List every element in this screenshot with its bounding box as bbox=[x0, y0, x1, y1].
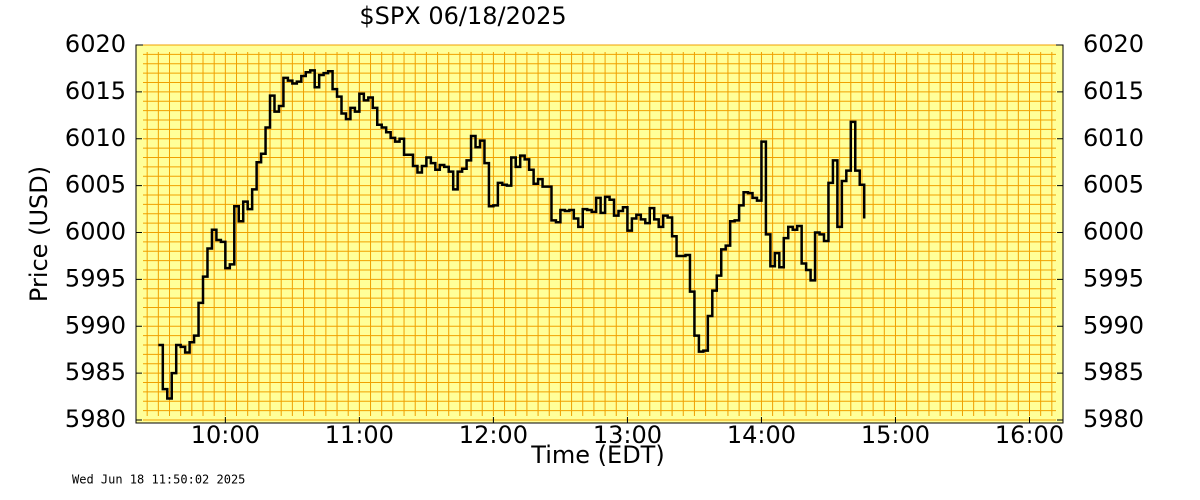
y2-tick-label: 5980 bbox=[1083, 405, 1144, 433]
y2-tick-label: 6020 bbox=[1083, 30, 1144, 58]
y-tick-label: 6020 bbox=[65, 30, 126, 58]
price-line bbox=[158, 69, 866, 400]
y2-tick-label: 6015 bbox=[1083, 77, 1144, 105]
y-tick-label: 6000 bbox=[65, 218, 126, 246]
y2-tick-label: 5995 bbox=[1083, 264, 1144, 292]
chart-title: $SPX 06/18/2025 bbox=[359, 2, 566, 30]
plot-background bbox=[135, 44, 1064, 424]
x-tick-label: 10:00 bbox=[191, 421, 260, 449]
x-tick-label: 13:00 bbox=[593, 421, 662, 449]
x-tick-label: 15:00 bbox=[861, 421, 930, 449]
x-tick-label: 16:00 bbox=[995, 421, 1064, 449]
y-tick-label: 5990 bbox=[65, 311, 126, 339]
x-tick-label: 14:00 bbox=[727, 421, 796, 449]
y-tick-label: 5995 bbox=[65, 264, 126, 292]
y-tick-label: 6015 bbox=[65, 77, 126, 105]
y-axis-label: Price (USD) bbox=[25, 166, 53, 302]
y-tick-label: 5980 bbox=[65, 405, 126, 433]
x-tick-label: 12:00 bbox=[459, 421, 528, 449]
y2-tick-label: 5990 bbox=[1083, 311, 1144, 339]
y2-tick-label: 5985 bbox=[1083, 358, 1144, 386]
y2-tick-label: 6000 bbox=[1083, 218, 1144, 246]
timestamp: Wed Jun 18 11:50:02 2025 bbox=[72, 473, 245, 487]
y2-tick-label: 6005 bbox=[1083, 171, 1144, 199]
y2-tick-label: 6010 bbox=[1083, 124, 1144, 152]
x-axis-label: Time (EDT) bbox=[530, 441, 664, 469]
y-tick-label: 6005 bbox=[65, 171, 126, 199]
y-tick-label: 5985 bbox=[65, 358, 126, 386]
x-tick-label: 11:00 bbox=[325, 421, 394, 449]
y-tick-label: 6010 bbox=[65, 124, 126, 152]
